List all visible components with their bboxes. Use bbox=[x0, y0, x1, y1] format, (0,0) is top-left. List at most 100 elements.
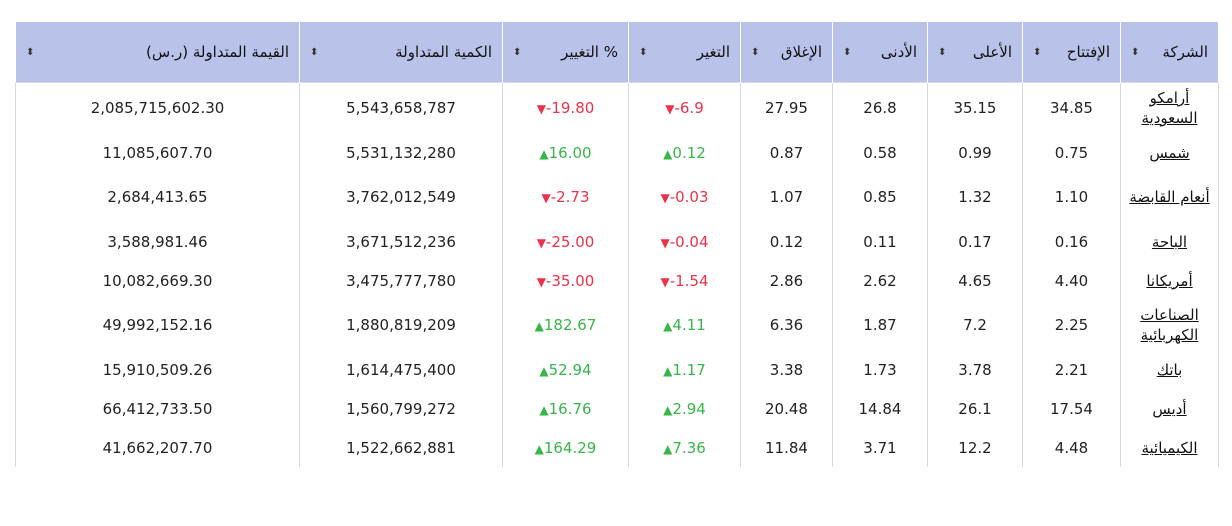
cell-change: 4.11▲ bbox=[628, 300, 741, 350]
table-row: أديس 17.54 26.1 14.84 20.48 2.94▲ 16.76▲ 1,560,… bbox=[15, 389, 1219, 428]
cell-low: 1.73 bbox=[832, 350, 928, 389]
column-header-high[interactable]: الأعلى ⬍ bbox=[927, 22, 1023, 83]
column-header-label: الكمية المتداولة bbox=[395, 43, 492, 61]
column-header-volume[interactable]: الكمية المتداولة ⬍ bbox=[299, 22, 503, 83]
low-value: 2.62 bbox=[863, 271, 897, 290]
volume-value: 3,762,012,549 bbox=[346, 188, 456, 206]
open-value: 17.54 bbox=[1050, 399, 1093, 418]
volume-value: 5,543,658,787 bbox=[346, 99, 456, 117]
low-value: 0.11 bbox=[863, 232, 897, 251]
value-value: 49,992,152.16 bbox=[102, 316, 213, 334]
open-value: 0.75 bbox=[1054, 143, 1089, 162]
table-row: شمس 0.75 0.99 0.58 0.87 0.12▲ 16.00▲ 5,531,132,… bbox=[15, 133, 1219, 172]
cell-high: 26.1 bbox=[927, 389, 1023, 428]
column-header-label: الأعلى bbox=[972, 43, 1012, 61]
sort-icon[interactable]: ⬍ bbox=[26, 46, 35, 58]
open-value: 2.21 bbox=[1054, 360, 1089, 379]
arrow-up-icon: ▲ bbox=[539, 363, 549, 378]
value-value: 15,910,509.26 bbox=[102, 360, 213, 379]
pct-value: 16.00 bbox=[548, 143, 592, 162]
arrow-up-icon: ▲ bbox=[663, 363, 673, 378]
column-header-open[interactable]: الإفتتاح ⬍ bbox=[1022, 22, 1121, 83]
column-header-close[interactable]: الإغلاق ⬍ bbox=[740, 22, 833, 83]
sort-icon[interactable]: ⬍ bbox=[1131, 46, 1140, 58]
column-header-label: الإفتتاح bbox=[1066, 43, 1110, 61]
cell-change: 2.94▲ bbox=[628, 389, 741, 428]
company-link[interactable]: أنعام القابضة bbox=[1129, 188, 1210, 206]
sort-icon[interactable]: ⬍ bbox=[843, 46, 852, 58]
cell-company: أمريكانا bbox=[1120, 261, 1219, 300]
cell-company: باتك bbox=[1120, 350, 1219, 389]
cell-high: 0.99 bbox=[927, 133, 1023, 172]
company-link[interactable]: الكيميائية bbox=[1141, 438, 1198, 457]
cell-pct: 35.00-▼ bbox=[502, 261, 629, 300]
sort-icon[interactable]: ⬍ bbox=[513, 46, 522, 58]
sort-icon[interactable]: ⬍ bbox=[938, 46, 947, 58]
sort-icon[interactable]: ⬍ bbox=[639, 46, 648, 58]
arrow-up-icon: ▲ bbox=[539, 402, 549, 417]
cell-low: 14.84 bbox=[832, 389, 928, 428]
change-value: 4.11 bbox=[672, 316, 706, 334]
open-value: 1.10 bbox=[1054, 188, 1089, 206]
cell-value: 10,082,669.30 bbox=[15, 261, 300, 300]
low-value: 0.85 bbox=[863, 188, 897, 206]
column-header-company[interactable]: الشركة ⬍ bbox=[1120, 22, 1219, 83]
cell-company: شمس bbox=[1120, 133, 1219, 172]
column-header-value[interactable]: القيمة المتداولة (ر.س) ⬍ bbox=[15, 22, 300, 83]
high-value: 1.32 bbox=[958, 188, 992, 206]
cell-low: 2.62 bbox=[832, 261, 928, 300]
high-value: 0.99 bbox=[958, 143, 992, 162]
table-row: أمريكانا 4.40 4.65 2.62 2.86 1.54-▼ 35.00-▼ 3,4… bbox=[15, 261, 1219, 300]
column-header-change[interactable]: التغير ⬍ bbox=[628, 22, 741, 83]
cell-pct: 16.76▲ bbox=[502, 389, 629, 428]
value-value: 66,412,733.50 bbox=[102, 399, 213, 418]
column-header-pct[interactable]: % التغيير ⬍ bbox=[502, 22, 629, 83]
company-link[interactable]: أديس bbox=[1152, 399, 1187, 418]
cell-value: 11,085,607.70 bbox=[15, 133, 300, 172]
company-link[interactable]: أمريكانا bbox=[1146, 271, 1193, 290]
arrow-down-icon: ▼ bbox=[660, 274, 670, 289]
pct-value: 25.00- bbox=[545, 232, 595, 251]
arrow-up-icon: ▲ bbox=[663, 319, 673, 333]
arrow-up-icon: ▲ bbox=[663, 146, 673, 161]
cell-change: 1.54-▼ bbox=[628, 261, 741, 300]
value-value: 11,085,607.70 bbox=[102, 143, 213, 162]
sort-icon[interactable]: ⬍ bbox=[310, 46, 319, 58]
arrow-up-icon: ▲ bbox=[534, 441, 544, 456]
open-value: 4.40 bbox=[1054, 271, 1089, 290]
cell-change: 7.36▲ bbox=[628, 428, 741, 467]
company-link[interactable]: الصناعات الكهربائية bbox=[1140, 306, 1199, 344]
high-value: 26.1 bbox=[958, 399, 992, 418]
cell-close: 0.87 bbox=[740, 133, 833, 172]
company-link[interactable]: شمس bbox=[1149, 143, 1190, 162]
market-table: الشركة ⬍ الإفتتاح ⬍ الأعلى ⬍ الأدنى ⬍ الإغلاق ⬍ ال… bbox=[15, 22, 1219, 467]
cell-volume: 5,543,658,787 bbox=[299, 82, 503, 133]
change-value: 0.04- bbox=[669, 232, 709, 251]
cell-low: 0.85 bbox=[832, 172, 928, 222]
pct-value: 164.29 bbox=[543, 438, 597, 457]
cell-volume: 5,531,132,280 bbox=[299, 133, 503, 172]
volume-value: 1,614,475,400 bbox=[346, 360, 456, 379]
low-value: 1.87 bbox=[863, 316, 897, 334]
cell-high: 0.17 bbox=[927, 222, 1023, 261]
company-link[interactable]: أرامكو السعودية bbox=[1141, 89, 1198, 127]
close-value: 0.12 bbox=[769, 232, 804, 251]
high-value: 4.65 bbox=[958, 271, 992, 290]
close-value: 1.07 bbox=[769, 188, 804, 206]
column-header-low[interactable]: الأدنى ⬍ bbox=[832, 22, 928, 83]
cell-pct: 182.67▲ bbox=[502, 300, 629, 350]
pct-value: 2.73- bbox=[550, 188, 590, 206]
sort-icon[interactable]: ⬍ bbox=[1033, 46, 1042, 58]
volume-value: 1,522,662,881 bbox=[346, 438, 456, 457]
close-value: 0.87 bbox=[769, 143, 804, 162]
low-value: 26.8 bbox=[863, 99, 897, 117]
sort-icon[interactable]: ⬍ bbox=[751, 46, 760, 58]
arrow-down-icon: ▼ bbox=[660, 191, 670, 205]
company-link[interactable]: الباحة bbox=[1151, 232, 1188, 251]
cell-high: 3.78 bbox=[927, 350, 1023, 389]
table-body: أرامكو السعودية 34.85 35.15 26.8 27.95 6.9-▼ 1… bbox=[15, 82, 1219, 467]
volume-value: 3,671,512,236 bbox=[346, 232, 456, 251]
arrow-down-icon: ▼ bbox=[665, 102, 675, 116]
company-link[interactable]: باتك bbox=[1156, 360, 1183, 379]
